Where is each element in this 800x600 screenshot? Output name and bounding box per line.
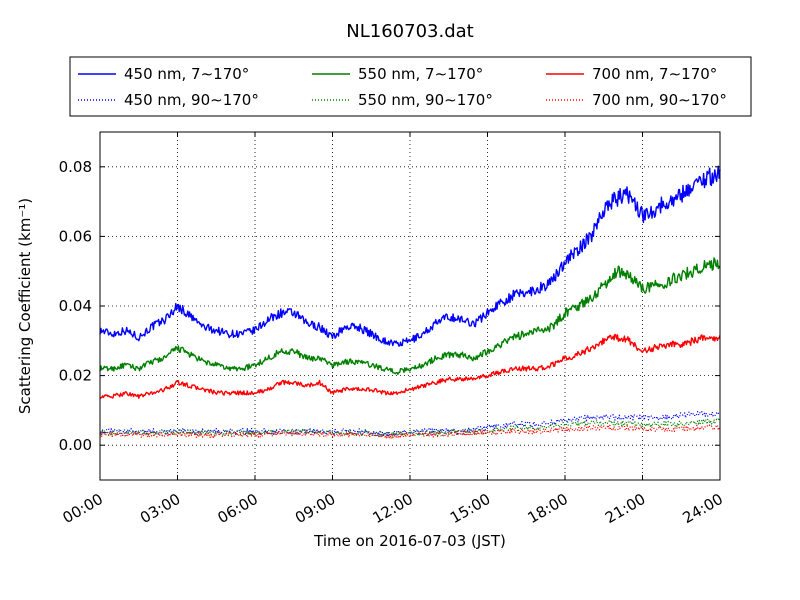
legend-label: 550 nm, 90∼170° bbox=[358, 91, 493, 109]
series-line bbox=[99, 333, 721, 400]
series-line bbox=[99, 418, 721, 438]
series-line bbox=[99, 165, 721, 347]
legend-label: 700 nm, 90∼170° bbox=[592, 91, 727, 109]
y-axis-title: Scattering Coefficient (km⁻¹) bbox=[16, 198, 34, 414]
grid bbox=[100, 132, 720, 480]
legend: 450 nm, 7∼170° 550 nm, 7∼170° 700 nm, 7∼17… bbox=[69, 56, 752, 117]
series-line bbox=[99, 257, 721, 375]
legend-label: 700 nm, 7∼170° bbox=[592, 65, 717, 83]
series-layer bbox=[99, 165, 721, 440]
y-tick-label: 0.04 bbox=[59, 297, 92, 315]
chart-title: NL160703.dat bbox=[346, 21, 473, 42]
legend-box bbox=[69, 56, 752, 117]
y-tick-label: 0.00 bbox=[59, 436, 92, 454]
legend-label: 550 nm, 7∼170° bbox=[358, 65, 483, 83]
legend-label: 450 nm, 7∼170° bbox=[124, 65, 249, 83]
y-tick-label: 0.02 bbox=[59, 367, 92, 385]
legend-label: 450 nm, 90∼170° bbox=[124, 91, 259, 109]
y-tick-label: 0.06 bbox=[59, 227, 92, 245]
x-axis-title: Time on 2016-07-03 (JST) bbox=[313, 532, 506, 550]
ticks bbox=[99, 132, 721, 480]
y-tick-label: 0.08 bbox=[59, 158, 92, 176]
y-tick-labels: 0.00 0.02 0.04 0.06 0.08 bbox=[59, 158, 92, 454]
